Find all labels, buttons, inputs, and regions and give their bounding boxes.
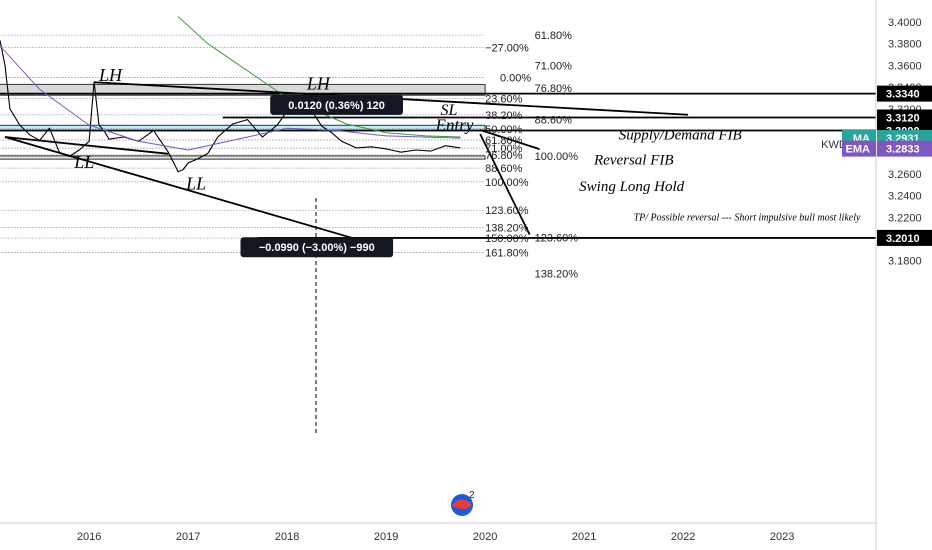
y-tick-7: 3.2600	[888, 169, 922, 181]
fib-label-11: 76.80%	[485, 150, 523, 162]
fib-lines	[0, 34, 486, 253]
annotation-5: Entry	[435, 115, 474, 134]
x-tick-6: 2022	[671, 531, 695, 543]
watermark-logo: 2	[451, 490, 475, 516]
fib-label-3: 0.00%	[500, 72, 531, 84]
annotation-1: LH	[306, 73, 331, 93]
fib-label-20: 138.20%	[535, 269, 579, 281]
fib-label-17: 150.00%	[485, 233, 529, 245]
price-tags: 3.33403.31203.3000MA3.2931KWDUSD3.2874EM…	[821, 85, 932, 246]
annotation-8: Swing Long Hold	[579, 179, 685, 195]
fib-label-13: 88.60%	[485, 163, 523, 175]
annotation-3: LL	[185, 174, 206, 194]
y-tick-1: 3.3800	[888, 39, 922, 51]
fib-label-9: 61.80%	[485, 135, 523, 147]
x-tick-0: 2016	[77, 531, 101, 543]
price-tag-0: 3.3340	[886, 89, 920, 101]
fib-label-7: 88.60%	[535, 114, 573, 126]
trend-line-1	[4, 136, 169, 155]
price-tag-bg-6	[877, 229, 932, 246]
time-axis: 2016 2017 2018 2019 2020 2021 2022 2023	[77, 531, 794, 543]
ma-series	[0, 45, 461, 151]
y-tick-2: 3.3600	[888, 60, 922, 72]
price-tag-bg-5	[877, 140, 932, 157]
x-tick-7: 2023	[770, 531, 794, 543]
measure-badges: 0.0120 (0.36%) 120 −0.0990 (−3.00%) −990	[240, 94, 403, 258]
price-tag-value-5: 3.2833	[886, 144, 920, 156]
y-tick-9: 3.2200	[888, 212, 922, 224]
fib-labels: 61.80% −27.00% 71.00% 0.00% 76.80% 23.60% 38.2…	[485, 30, 578, 280]
fib-label-10: 71.00%	[485, 143, 523, 155]
x-tick-3: 2019	[374, 531, 398, 543]
logo-swoosh	[452, 499, 472, 509]
fib-label-4: 76.80%	[535, 83, 573, 95]
x-tick-2: 2018	[275, 531, 299, 543]
annotation-0: LH	[98, 65, 123, 85]
annotation-4: SL	[441, 102, 458, 119]
fib-label-19: 161.80%	[485, 247, 529, 259]
fib-label-12: 100.00%	[535, 151, 579, 163]
annotation-2: LL	[73, 152, 94, 172]
fib-label-6: 38.20%	[485, 110, 523, 122]
measure-badge-0	[270, 94, 403, 115]
fib-label-5: 23.60%	[485, 93, 523, 105]
y-tick-0: 3.4000	[888, 17, 922, 29]
price-tag-bg-0	[877, 85, 932, 102]
fib-label-16: 138.20%	[485, 222, 529, 234]
fib-label-2: 71.00%	[535, 61, 573, 73]
x-tick-4: 2020	[473, 531, 497, 543]
annotation-6: Supply/Demand FIB	[619, 128, 742, 144]
annotation-7: Reversal FIB	[593, 152, 674, 168]
x-tick-1: 2017	[176, 531, 200, 543]
price-tag-1: 3.3120	[886, 112, 920, 124]
measure-badge-label-0: 0.0120 (0.36%) 120	[288, 100, 385, 112]
trend-line-4	[479, 129, 540, 151]
measure-badge-1	[240, 237, 394, 258]
price-tag-6: 3.2010	[886, 233, 920, 245]
fib-label-14: 100.00%	[485, 177, 529, 189]
fib-label-0: 61.80%	[535, 30, 573, 42]
y-tick-8: 3.2400	[888, 191, 922, 203]
fib-label-1: −27.00%	[485, 42, 529, 54]
fib-label-8: 50.00%	[485, 124, 523, 136]
logo-number: 2	[469, 490, 475, 501]
fib-label-18: 123.60%	[535, 232, 579, 244]
price-tag-bg-1	[877, 109, 932, 126]
trend-line-3	[479, 133, 531, 236]
annotation-9: TP/ Possible reversal --- Short impulsiv…	[634, 213, 861, 224]
price-tag-name-5: EMA	[846, 144, 871, 156]
x-tick-5: 2021	[572, 531, 596, 543]
trend-line-2	[4, 136, 352, 239]
y-tick-11: 3.1800	[888, 256, 922, 268]
fib-label-15: 123.60%	[485, 205, 529, 217]
zone-2	[0, 155, 486, 160]
price-tag-name-bg-5	[842, 140, 876, 157]
measure-badge-label-1: −0.0990 (−3.00%) −990	[259, 242, 375, 254]
